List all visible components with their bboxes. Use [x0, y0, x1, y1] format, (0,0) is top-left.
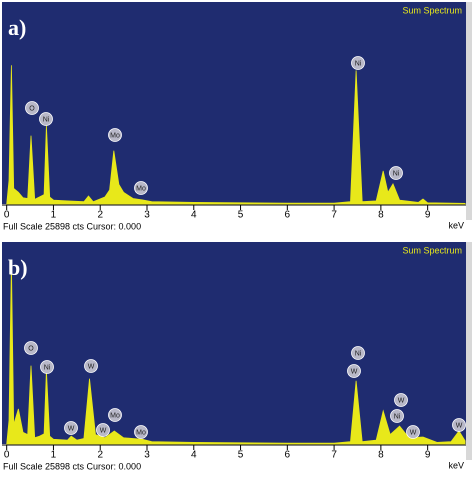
x-tick-label: 5 — [238, 450, 244, 461]
x-tick-label: 9 — [425, 210, 431, 221]
peak-label: O — [29, 105, 35, 112]
peak-label: W — [351, 368, 358, 375]
peak-label-bubble — [96, 423, 110, 437]
peak-label-bubble — [134, 181, 148, 195]
peak-label: Ni — [355, 60, 362, 67]
peak-label: O — [28, 345, 34, 352]
header: Sum Spectrum — [402, 5, 462, 15]
peak-label: W — [100, 427, 107, 434]
peak-label-bubble — [39, 112, 53, 126]
peak-label: W — [456, 422, 463, 429]
plot-background — [2, 242, 466, 444]
peak-label-bubble — [452, 418, 466, 432]
peak-label: Mo — [136, 429, 146, 436]
peak-label: W — [410, 429, 417, 436]
peak-label-bubble — [108, 408, 122, 422]
x-tick-label: 7 — [331, 210, 337, 221]
x-tick-label: 1 — [51, 450, 57, 461]
scrollbar — [466, 2, 472, 220]
peak-label-bubble — [351, 56, 365, 70]
panel-label: b) — [8, 255, 28, 280]
x-tick-label: 3 — [144, 210, 150, 221]
peak-label-bubble — [24, 341, 38, 355]
x-axis-label: keV — [448, 460, 464, 470]
x-tick-label: 1 — [51, 210, 57, 221]
scrollbar — [466, 242, 472, 460]
peak-label-bubble — [347, 364, 361, 378]
x-tick-label: 0 — [4, 210, 10, 221]
peak-label-bubble — [389, 166, 403, 180]
x-tick-label: 5 — [238, 210, 244, 221]
x-tick-label: 8 — [378, 210, 384, 221]
peak-label-bubble — [25, 101, 39, 115]
x-tick-label: 4 — [191, 450, 197, 461]
peak-label: W — [398, 397, 405, 404]
peak-label: Ni — [393, 170, 400, 177]
peak-label: W — [88, 363, 95, 370]
x-tick-label: 6 — [285, 450, 291, 461]
footer: Full Scale 25898 cts Cursor: 0.000 — [3, 221, 141, 231]
peak-label: Mo — [110, 132, 120, 139]
panel-label: a) — [8, 15, 26, 40]
peak-label-bubble — [351, 346, 365, 360]
x-tick-label: 9 — [425, 450, 431, 461]
plot-background — [2, 2, 466, 204]
x-tick-label: 3 — [144, 450, 150, 461]
spectrum-area — [6, 65, 466, 205]
peak-label: Mo — [110, 412, 120, 419]
footer: Full Scale 25898 cts Cursor: 0.000 — [3, 461, 141, 471]
peak-label-bubble — [134, 425, 148, 439]
x-tick-label: 6 — [285, 210, 291, 221]
peak-label: Ni — [44, 364, 51, 371]
peak-label-bubble — [406, 425, 420, 439]
peak-label-bubble — [64, 421, 78, 435]
x-axis-label: keV — [448, 220, 464, 230]
x-tick-label: 8 — [378, 450, 384, 461]
peak-label: Ni — [394, 413, 401, 420]
x-tick-label: 2 — [97, 210, 103, 221]
peak-label-bubble — [390, 409, 404, 423]
peak-label-bubble — [394, 393, 408, 407]
peak-label: W — [68, 425, 75, 432]
x-tick-label: 4 — [191, 210, 197, 221]
header: Sum Spectrum — [402, 245, 462, 255]
x-tick-label: 2 — [97, 450, 103, 461]
peak-label: Mo — [136, 185, 146, 192]
peak-label: Ni — [355, 350, 362, 357]
x-tick-label: 7 — [331, 450, 337, 461]
peak-label-bubble — [40, 360, 54, 374]
peak-label-bubble — [108, 128, 122, 142]
peak-label: Ni — [43, 116, 50, 123]
peak-label-bubble — [84, 359, 98, 373]
x-tick-label: 0 — [4, 450, 10, 461]
